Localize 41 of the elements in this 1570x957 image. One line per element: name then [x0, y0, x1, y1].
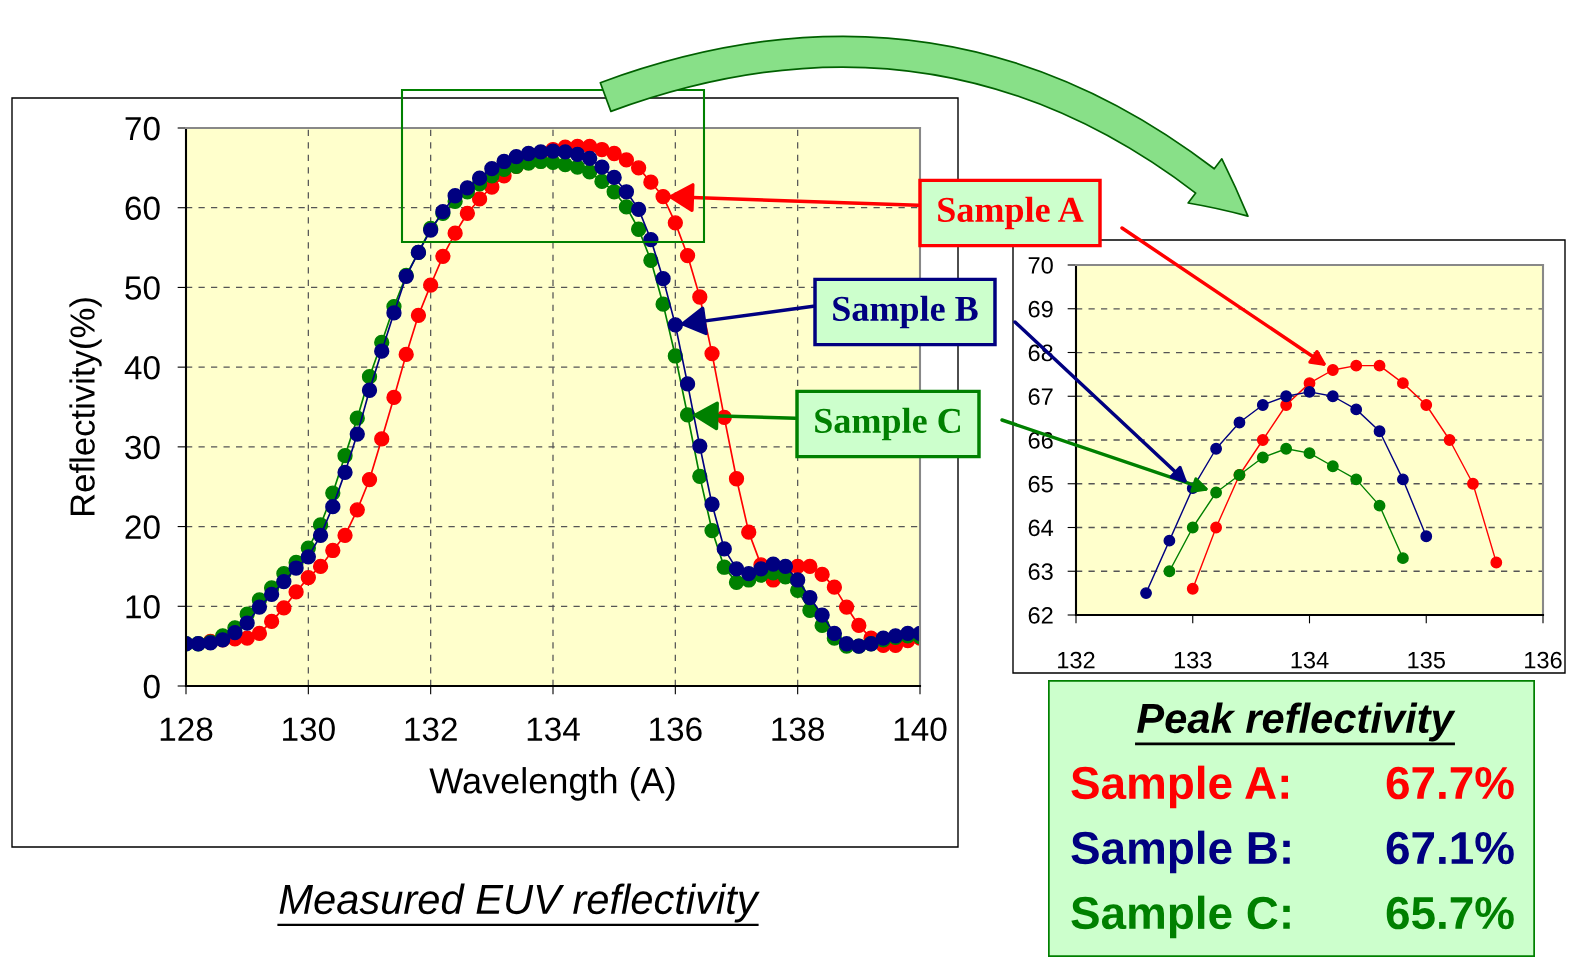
text: Peak reflectivity	[1137, 702, 1456, 742]
x-tick-label: 136	[650, 717, 702, 742]
y-tick-label: 69	[1028, 300, 1053, 318]
text: Sample A:	[1071, 765, 1289, 809]
x-tick-label: 132	[405, 717, 457, 742]
annotation: Sample A	[938, 196, 1084, 230]
y-tick-label: 40	[124, 355, 160, 380]
x-tick-label: 134	[1291, 651, 1329, 669]
y-tick-label: 60	[125, 196, 160, 221]
y-tick-label: 0	[143, 674, 160, 699]
x-tick-label: 130	[283, 717, 335, 742]
y-tick-label: 65	[1028, 475, 1053, 493]
annotation: Sample C	[815, 407, 960, 441]
text: Sample C:	[1071, 895, 1290, 939]
text: Sample B:	[1071, 830, 1290, 874]
y-axis-title: Reflectivity(%)	[69, 298, 102, 516]
x-tick-label: 134	[527, 717, 580, 742]
x-tick-label: 133	[1174, 651, 1212, 669]
y-tick-label: 20	[125, 515, 160, 539]
y-tick-label: 50	[125, 276, 160, 300]
x-tick-label: 136	[1525, 651, 1562, 669]
y-tick-label: 62	[1028, 607, 1053, 624]
x-axis-title: Wavelength (A)	[429, 767, 675, 801]
x-tick-label: 128	[160, 717, 213, 742]
text: Measured EUV reflectivity	[279, 883, 760, 923]
x-tick-label: 132	[1058, 651, 1095, 669]
y-tick-label: 70	[125, 116, 160, 141]
text: 65.7%	[1386, 896, 1514, 930]
y-tick-label: 70	[1028, 257, 1053, 274]
x-tick-label: 135	[1408, 651, 1445, 669]
y-tick-label: 67	[1028, 388, 1053, 406]
annotation: Sample B	[833, 295, 978, 329]
text: 67.7%	[1386, 766, 1514, 800]
text: 67.1%	[1386, 831, 1514, 865]
y-tick-label: 66	[1028, 432, 1053, 449]
x-tick-label: 138	[772, 717, 825, 742]
y-tick-label: 10	[126, 595, 160, 619]
y-tick-label: 30	[125, 435, 160, 460]
y-tick-label: 64	[1028, 519, 1054, 537]
x-tick-label: 140	[894, 717, 947, 742]
y-tick-label: 63	[1028, 563, 1053, 581]
